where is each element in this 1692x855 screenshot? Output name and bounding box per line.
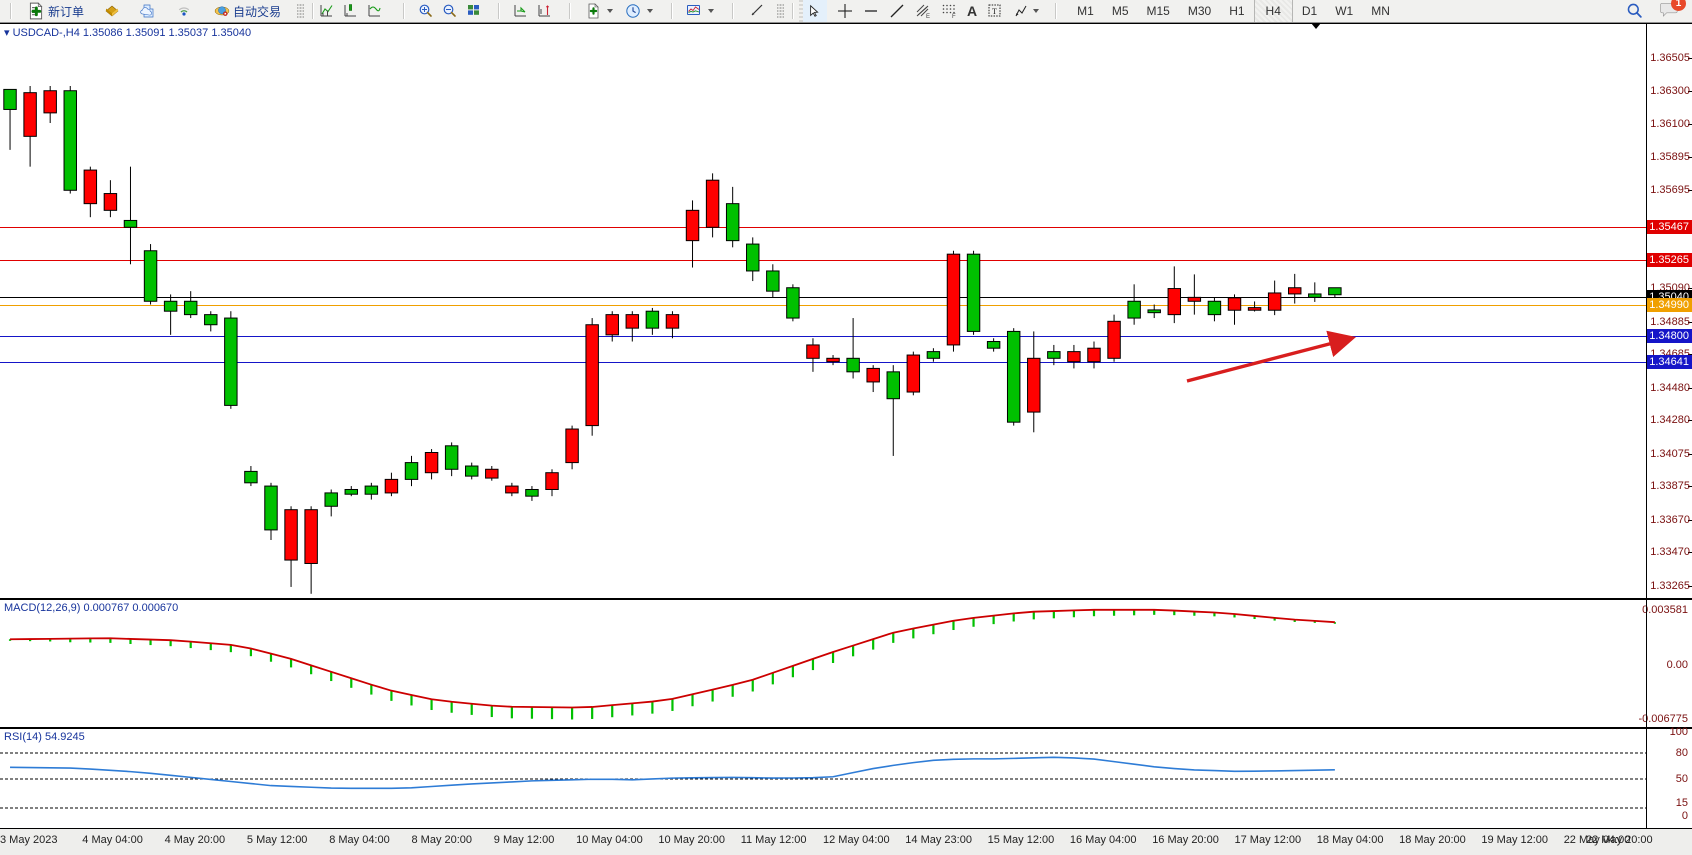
svg-text:E: E bbox=[926, 14, 930, 19]
svg-text:T: T bbox=[992, 7, 997, 16]
svg-text:F: F bbox=[952, 14, 956, 19]
